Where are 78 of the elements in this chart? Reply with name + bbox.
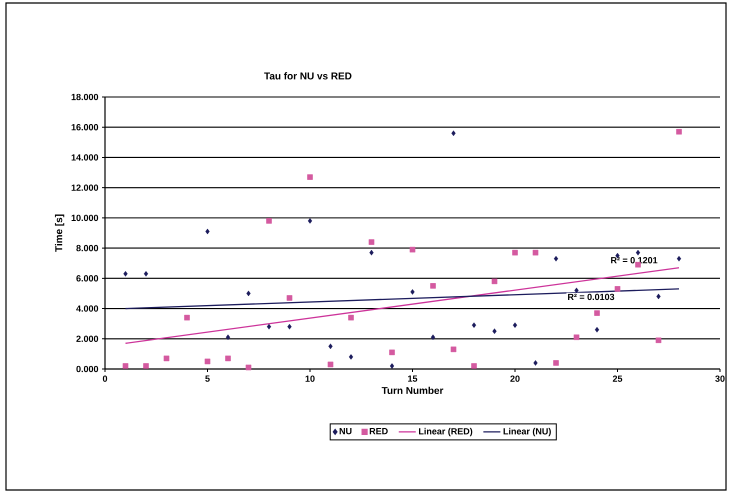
legend-label: RED: [370, 428, 388, 434]
point: [328, 344, 333, 350]
point: [246, 290, 251, 296]
point: [389, 350, 395, 356]
point: [656, 294, 661, 300]
point: [532, 250, 538, 256]
point: [450, 346, 456, 352]
point: [266, 218, 272, 224]
point: [143, 363, 149, 369]
point: [144, 271, 148, 277]
y-tick-label: 2.000: [76, 336, 98, 342]
y-tick-label: 8.000: [76, 244, 98, 252]
y-tick-label: 18.000: [72, 94, 98, 100]
point: [430, 283, 436, 289]
point: [676, 128, 682, 135]
point: [205, 228, 210, 234]
y-tick-label: 10.000: [72, 214, 98, 222]
point: [574, 288, 579, 294]
point: [348, 354, 354, 360]
point: [471, 363, 477, 369]
point: [410, 289, 415, 295]
point: [636, 250, 640, 256]
legend-label: Linear (NU): [504, 428, 551, 436]
point: [225, 356, 231, 362]
legend-label: NU: [340, 428, 352, 434]
point: [123, 271, 128, 277]
x-tick-label: 15: [408, 376, 418, 382]
point: [451, 130, 456, 136]
point: [533, 360, 538, 366]
y-tick-label: 0.000: [76, 366, 98, 372]
point: [492, 278, 498, 284]
point: [390, 363, 394, 369]
chart-title: Tau for NU vs RED: [264, 72, 352, 80]
x-tick-label: 20: [510, 376, 520, 382]
y-tick-label: 16.000: [72, 124, 98, 130]
point: [246, 364, 252, 370]
point: [226, 334, 230, 340]
point: [308, 218, 312, 224]
point: [122, 363, 128, 369]
y-tick-label: 4.000: [76, 305, 98, 312]
x-tick-label: 0: [102, 376, 108, 382]
point: [512, 322, 518, 328]
point: [307, 174, 313, 180]
point: [594, 310, 600, 316]
point: [287, 324, 292, 330]
point: [164, 356, 170, 362]
point: [472, 322, 476, 328]
point: [328, 362, 334, 368]
point: [614, 286, 620, 292]
point: [266, 324, 272, 330]
x-tick-label: 5: [205, 376, 210, 382]
legend-label: Linear (RED): [419, 428, 472, 436]
y-tick-label: 12.000: [72, 184, 98, 191]
y-axis-title: Time [s]: [54, 214, 64, 252]
point: [512, 250, 518, 256]
point: [430, 334, 436, 340]
point: [594, 326, 600, 332]
x-tick-label: 25: [612, 376, 622, 382]
point: [369, 250, 374, 256]
point: [492, 328, 497, 334]
point: [348, 314, 354, 320]
point: [368, 239, 374, 245]
x-axis-title: Turn Number: [382, 386, 444, 394]
y-tick-label: 14.000: [72, 154, 98, 161]
point: [410, 246, 416, 252]
point: [204, 358, 210, 364]
point: [184, 314, 190, 320]
point: [554, 256, 558, 262]
point: [574, 334, 580, 340]
x-tick-label: 30: [715, 376, 725, 382]
annotation: R² = 0.0103: [568, 294, 614, 300]
point: [676, 256, 682, 262]
y-tick-label: 6.000: [76, 275, 98, 282]
point: [656, 338, 662, 344]
annotation: R² = 0.1201: [611, 257, 658, 264]
point: [286, 295, 292, 301]
x-tick-label: 10: [306, 376, 315, 382]
point: [553, 360, 559, 366]
